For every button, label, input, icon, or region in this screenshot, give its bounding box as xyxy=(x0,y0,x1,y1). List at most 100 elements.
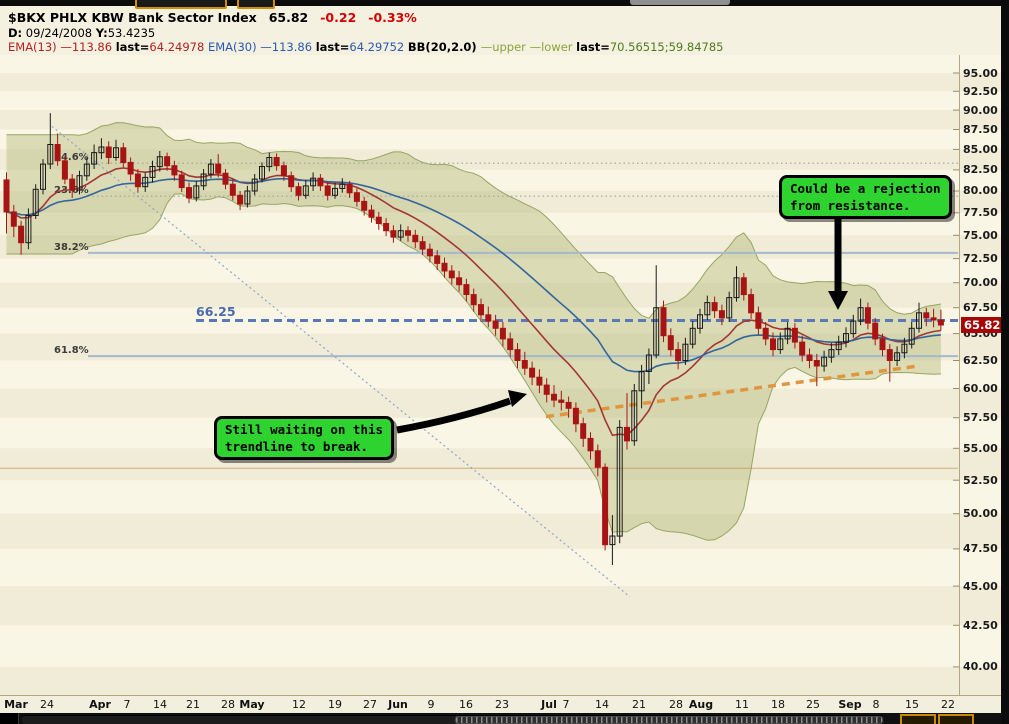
chart-header: $BKX PHLX KBW Bank Sector Index 65.82 -0.2… xyxy=(0,6,1001,55)
date-axis-label: 24 xyxy=(40,698,54,711)
date-axis-label: 14 xyxy=(153,698,167,711)
price-axis-label: 92.50 xyxy=(963,85,998,98)
callout-line: Still waiting on this xyxy=(225,422,384,437)
date-axis-label: 25 xyxy=(806,698,820,711)
scrollbar-track[interactable] xyxy=(22,715,884,724)
price-axis-label: 95.00 xyxy=(963,67,998,80)
date-axis-label: 15 xyxy=(905,698,919,711)
browser-tab-fragment[interactable] xyxy=(237,0,275,9)
bottom-button-fragment[interactable] xyxy=(900,714,936,724)
callout-line: from resistance. xyxy=(790,198,911,213)
header-text-part: last= xyxy=(315,40,350,54)
browser-toolbar-fragment xyxy=(630,0,730,5)
price-axis-label: 52.50 xyxy=(963,474,998,487)
price-axis-label: 40.00 xyxy=(963,660,998,673)
header-text-part: last= xyxy=(115,40,150,54)
header-text-part: 64.29752 xyxy=(349,40,408,54)
date-axis-label: 12 xyxy=(292,698,306,711)
header-text-part: —113.86 xyxy=(260,40,316,54)
price-axis-label: 85.00 xyxy=(963,143,998,156)
date-axis-label: Mar xyxy=(4,698,28,711)
price-axis-label: 72.50 xyxy=(963,252,998,265)
header-text-part: 09/24/2008 xyxy=(22,26,96,40)
date-axis-label: 27 xyxy=(363,698,377,711)
price-axis-label: 82.50 xyxy=(963,163,998,176)
date-axis-label: 9 xyxy=(427,698,435,711)
price-axis-label: 45.00 xyxy=(963,580,998,593)
price-axis-label: 90.00 xyxy=(963,104,998,117)
date-axis-label: Apr xyxy=(89,698,111,711)
right-edge-strip xyxy=(1001,0,1009,724)
price-axis-label: 57.50 xyxy=(963,411,998,424)
last-price-badge: 65.82 xyxy=(961,317,1005,333)
date-axis-label: 19 xyxy=(328,698,342,711)
price-axis-label: 60.00 xyxy=(963,382,998,395)
callout-line: Could be a rejection xyxy=(790,181,941,196)
header-text-part: —upper xyxy=(480,40,530,54)
header-text-part: EMA(30) xyxy=(207,40,261,54)
price-axis-label: 55.00 xyxy=(963,442,998,455)
callout-line: trendline to break. xyxy=(225,439,368,454)
header-text-part: —113.86 xyxy=(60,40,116,54)
header-text-part: BB(20,2.0) xyxy=(407,40,481,54)
header-text-part: EMA(13) xyxy=(8,40,61,54)
header-text-part: 53.4235 xyxy=(107,26,156,40)
price-axis-label: 87.50 xyxy=(963,123,998,136)
price-axis-label: 80.00 xyxy=(963,184,998,197)
date-axis-label: 8 xyxy=(872,698,880,711)
header-text-part: $BKX PHLX KBW Bank Sector Index xyxy=(8,10,257,25)
date-axis-label: 11 xyxy=(735,698,749,711)
price-axis-label: 77.50 xyxy=(963,206,998,219)
date-axis-label: Jul xyxy=(541,698,557,711)
header-text-part: 70.56515;59.84785 xyxy=(609,40,724,54)
date-crosshair-line: D: 09/24/2008 Y:53.4235 xyxy=(8,26,155,40)
price-axis-label: 67.50 xyxy=(963,301,998,314)
header-text-part: Y: xyxy=(95,26,108,40)
indicator-legend: EMA(13) —113.86 last=64.24978 EMA(30) —1… xyxy=(8,40,723,54)
chart-area[interactable]: 14.6% 23.6% 38.2% 61.8% 95.00 92.50 90.00 87.5… xyxy=(0,55,1005,696)
date-axis-label: 16 xyxy=(459,698,473,711)
browser-top-strip xyxy=(0,0,1009,9)
date-axis: Mar 24 Apr 7 14 21 28 May 12 19 27 Jun 9 16 23 Jul 7 14 21… xyxy=(0,696,1001,713)
price-axis-label: 70.00 xyxy=(963,276,998,289)
date-axis-label: 7 xyxy=(562,698,570,711)
date-axis-label: 22 xyxy=(941,698,955,711)
date-axis-label: Sep xyxy=(838,698,862,711)
date-axis-label: Aug xyxy=(688,698,714,711)
annotation-callout-trendline[interactable]: Still waiting on this trendline to break… xyxy=(214,416,395,460)
header-text-part: -0.22 xyxy=(320,10,357,25)
date-axis-label: 21 xyxy=(632,698,646,711)
price-axis-label: 50.00 xyxy=(963,507,998,520)
price-axis-label: 42.50 xyxy=(963,619,998,632)
date-axis-label: May xyxy=(239,698,265,711)
header-text-part: —lower xyxy=(529,40,577,54)
candlestick-plot[interactable]: 14.6%23.6%38.2%61.8% xyxy=(0,55,1001,696)
price-axis-label: 75.00 xyxy=(963,229,998,242)
svg-text:14.6%: 14.6% xyxy=(54,152,89,163)
svg-text:38.2%: 38.2% xyxy=(54,242,89,253)
date-axis-label: 28 xyxy=(669,698,683,711)
price-axis-label: 47.50 xyxy=(963,542,998,555)
svg-text:61.8%: 61.8% xyxy=(54,345,89,356)
date-axis-label: 21 xyxy=(186,698,200,711)
header-text-part: D: xyxy=(8,26,23,40)
browser-tab-fragment[interactable] xyxy=(135,0,227,9)
price-axis-label: 62.50 xyxy=(963,354,998,367)
header-text-part: -0.33% xyxy=(368,10,417,25)
resistance-price-label: 66.25 xyxy=(196,304,236,319)
bottom-scrollbar-strip xyxy=(0,713,1009,724)
date-axis-label: Jun xyxy=(388,698,408,711)
header-text-part: 64.24978 xyxy=(149,40,208,54)
annotation-callout-rejection[interactable]: Could be a rejection from resistance. xyxy=(779,175,952,219)
bottom-button-fragment[interactable] xyxy=(938,714,974,724)
date-axis-label: 18 xyxy=(771,698,785,711)
scrollbar-thumb[interactable] xyxy=(455,716,883,724)
date-axis-label: 28 xyxy=(221,698,235,711)
symbol-title-line: $BKX PHLX KBW Bank Sector Index 65.82 -0.2… xyxy=(8,10,429,25)
header-text-part: last= xyxy=(576,40,610,54)
date-axis-label: 14 xyxy=(595,698,609,711)
scrollbar-corner-block xyxy=(0,713,19,724)
date-axis-label: 7 xyxy=(123,698,131,711)
header-text-part: 65.82 xyxy=(268,10,309,25)
